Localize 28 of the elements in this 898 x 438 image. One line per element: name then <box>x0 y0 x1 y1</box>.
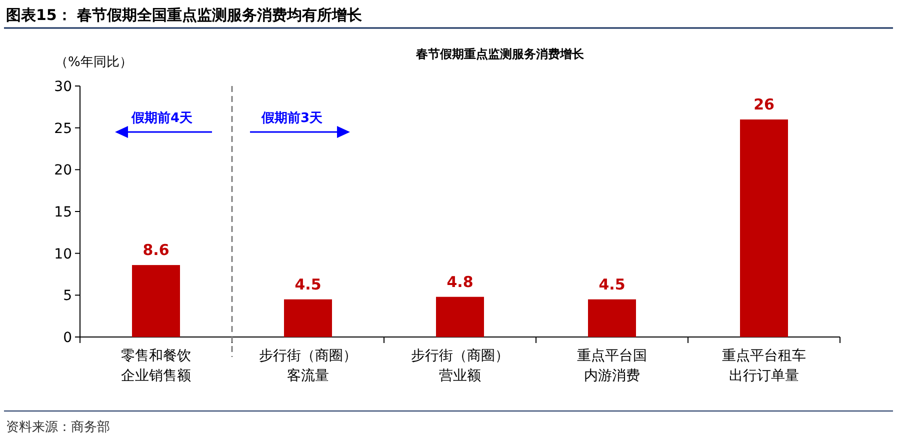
y-tick-label: 30 <box>54 79 72 95</box>
y-tick-label: 0 <box>63 330 72 346</box>
x-tick-label: 重点平台国内游消费 <box>577 348 647 384</box>
bar <box>132 265 180 337</box>
bar <box>436 296 484 337</box>
x-tick-label: 零售和餐饮企业销售额 <box>121 348 191 384</box>
data-label: 4.5 <box>598 275 626 294</box>
bar <box>588 299 636 337</box>
chart-title: 图表15： 春节假期全国重点监测服务消费均有所增长 <box>6 6 364 24</box>
text: 资料来源：商务部 <box>6 420 110 435</box>
y-tick-label: 10 <box>54 246 72 262</box>
bar <box>284 299 332 337</box>
y-axis-title: （%年同比） <box>55 55 132 70</box>
annotation: 假期前4天 <box>130 111 194 126</box>
data-label: 4.5 <box>294 275 322 294</box>
x-tick-label: 重点平台租车出行订单量 <box>722 348 806 384</box>
data-label: 26 <box>754 95 774 114</box>
y-tick-label: 5 <box>63 288 72 304</box>
data-label: 4.8 <box>446 272 474 291</box>
y-tick-label: 20 <box>54 162 72 179</box>
data-label: 8.6 <box>142 241 170 260</box>
annotation: 假期前3天 <box>260 111 324 126</box>
y-tick-label: 25 <box>54 120 72 137</box>
x-tick-label: 步行街（商圈）营业额 <box>411 348 509 384</box>
y-tick-label: 15 <box>54 204 72 220</box>
x-tick-label: 步行街（商圈）客流量 <box>259 348 357 384</box>
chart-subtitle: 春节假期重点监测服务消费增长 <box>415 47 585 61</box>
bar <box>740 119 788 337</box>
